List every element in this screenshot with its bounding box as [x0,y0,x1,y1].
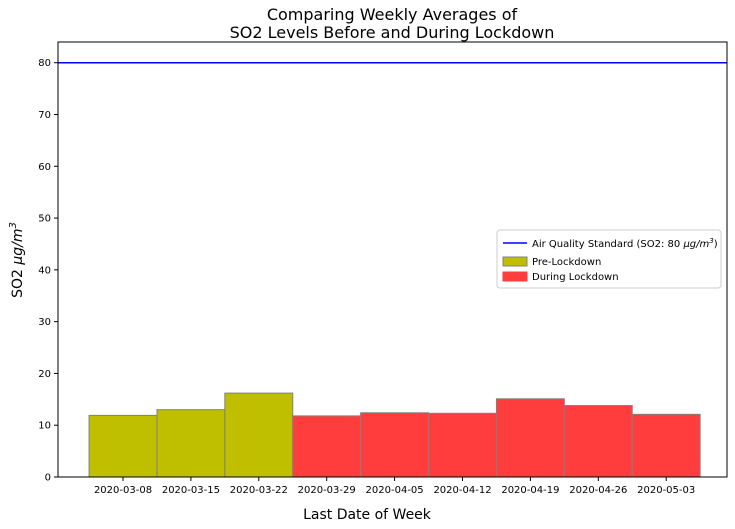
plot-frame [57,41,728,478]
x-tick-label: 2020-04-12 [433,485,491,496]
bar-2020-03-08 [88,414,158,478]
legend-label-during-lockdown: During Lockdown [532,272,619,283]
x-tick-label: 2020-04-05 [366,485,424,496]
bar-2020-03-29 [292,415,362,478]
chart-title-line2: SO2 Levels Before and During Lockdown [230,23,555,42]
legend-label-standard: Air Quality Standard (SO2: 80 μg/m3) [532,237,718,250]
y-axis-label-exp: 3 [8,222,19,228]
x-axis: 2020-03-08 2020-03-15 2020-03-22 2020-03-29… [94,477,695,496]
bar-2020-05-03 [631,413,701,478]
x-tick-label: 2020-03-08 [94,485,152,496]
bar-2020-04-19 [495,398,565,478]
legend-standard-unit: μg/m [682,239,709,250]
y-tick-label: 70 [38,110,51,121]
x-tick-label: 2020-04-26 [569,485,627,496]
y-tick-label: 40 [38,265,51,276]
y-axis-label: SO2 μg/m3 [8,222,26,298]
y-tick-label: 30 [38,317,51,328]
legend-label-pre-lockdown: Pre-Lockdown [532,257,601,268]
legend-standard-exp: 3 [709,237,713,245]
y-tick-label: 20 [38,369,51,380]
bar-2020-04-05 [360,412,430,478]
x-tick-label: 2020-03-22 [230,485,288,496]
legend-standard-prefix: Air Quality Standard (SO2: 80 [532,239,683,250]
bar-2020-03-15 [156,409,226,478]
legend-box [496,229,722,289]
legend-standard-suffix: ) [714,239,718,250]
y-tick-label: 0 [45,473,51,484]
chart-title-line1: Comparing Weekly Averages of [267,5,518,24]
x-axis-label: Last Date of Week [303,507,432,523]
y-axis-label-prefix: SO2 [10,265,26,298]
y-tick-label: 10 [38,421,51,432]
y-tick-label: 50 [38,214,51,225]
legend-swatch-pre-lockdown [502,256,528,267]
legend-swatch-during-lockdown [502,271,528,282]
bar-2020-04-12 [428,412,497,478]
x-tick-label: 2020-03-29 [298,485,356,496]
x-tick-label: 2020-05-03 [637,485,695,496]
y-tick-label: 60 [38,162,51,173]
x-tick-label: 2020-04-19 [501,485,559,496]
bars [88,392,701,478]
legend: Air Quality Standard (SO2: 80 μg/m3) Pre… [496,229,722,289]
bar-2020-04-26 [563,405,633,478]
bar-2020-03-22 [224,392,294,478]
y-tick-label: 80 [38,58,51,69]
y-axis: 0 10 20 30 40 50 60 70 80 [38,58,58,484]
x-tick-label: 2020-03-15 [162,485,220,496]
y-axis-label-unit: μg/m [10,228,26,265]
